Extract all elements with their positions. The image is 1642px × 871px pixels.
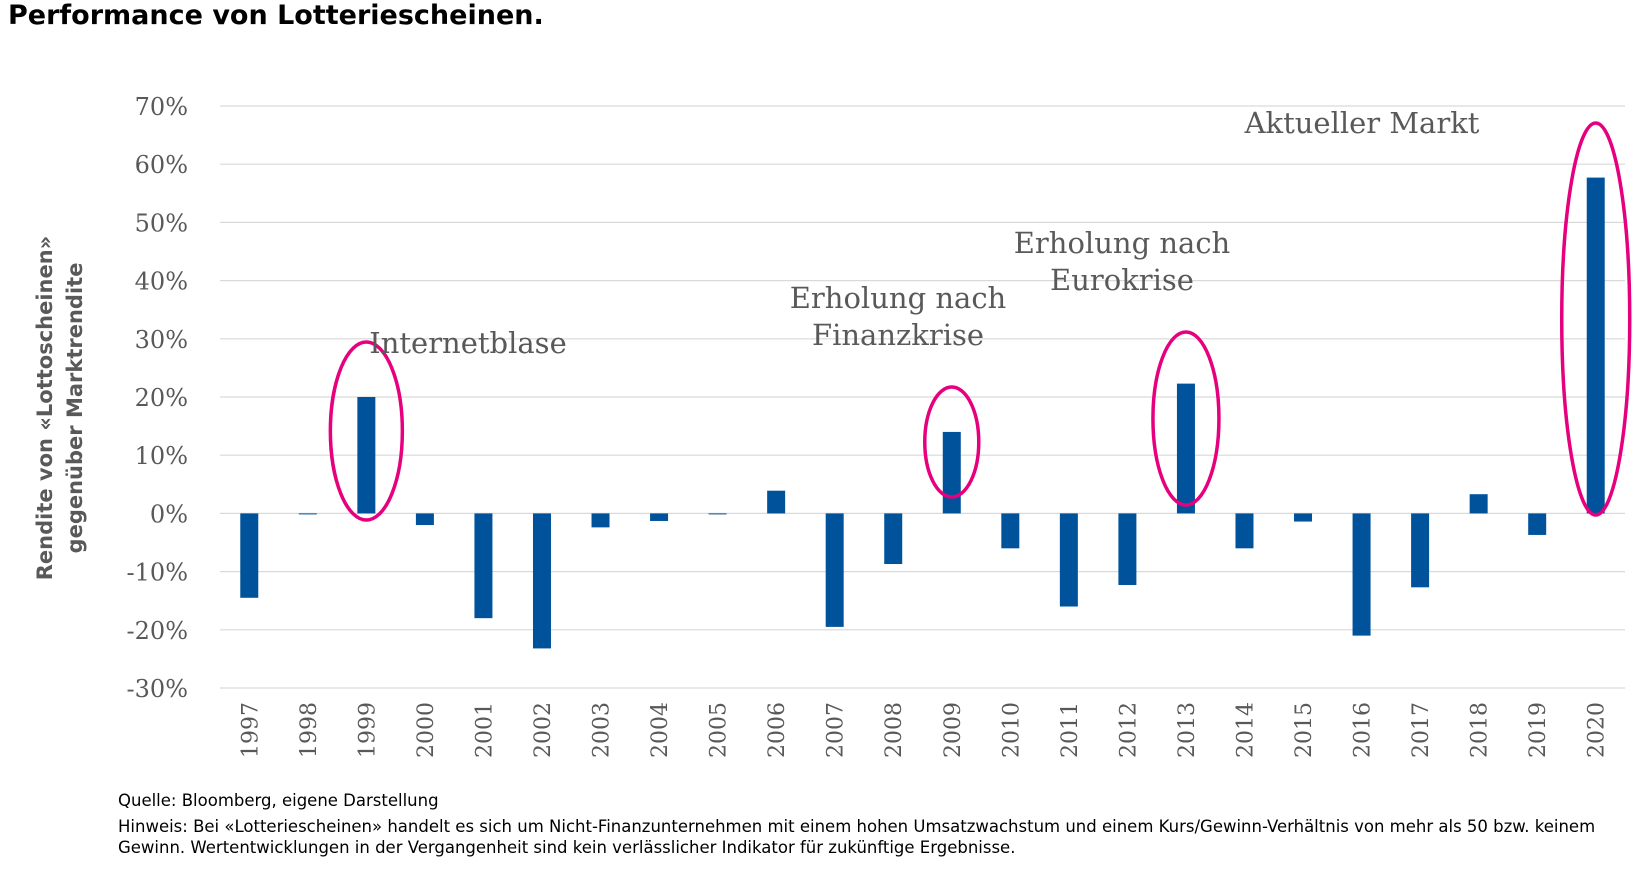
x-tick-label: 2005 bbox=[707, 702, 732, 758]
source-note: Quelle: Bloomberg, eigene Darstellung bbox=[118, 791, 439, 810]
x-tick-label: 2018 bbox=[1468, 702, 1493, 758]
bar-2000 bbox=[415, 513, 434, 526]
chart-title: Performance von Lotteriescheinen. bbox=[8, 0, 544, 31]
x-tick-label: 2003 bbox=[590, 702, 615, 758]
bar-2011 bbox=[1059, 513, 1078, 607]
bar-1999 bbox=[357, 397, 376, 514]
bar-1998 bbox=[298, 513, 317, 515]
x-tick-label: 2017 bbox=[1409, 702, 1434, 758]
bar-2005 bbox=[708, 513, 727, 515]
bar-2017 bbox=[1411, 513, 1430, 588]
annotation-1999: Internetblase bbox=[369, 326, 566, 360]
x-tick-label: 2007 bbox=[824, 702, 849, 758]
annotation-2013: Erholung nach bbox=[1014, 226, 1230, 260]
bar-2019 bbox=[1528, 513, 1547, 535]
x-tick-label: 2009 bbox=[941, 702, 966, 758]
x-tick-label: 2020 bbox=[1585, 702, 1610, 758]
highlight-ellipse-2013 bbox=[1151, 330, 1221, 507]
x-tick-label: 2006 bbox=[765, 702, 790, 758]
y-axis-label-line1: Rendite von «Lottoscheinen» bbox=[33, 236, 57, 581]
bar-2003 bbox=[591, 513, 610, 528]
bar-1997 bbox=[240, 513, 259, 598]
bar-2020 bbox=[1586, 177, 1605, 514]
x-tick-label: 2004 bbox=[648, 702, 673, 758]
x-tick-label: 2012 bbox=[1116, 702, 1141, 758]
y-tick-label: 10% bbox=[135, 442, 188, 470]
bar-2018 bbox=[1469, 494, 1488, 514]
bar-2007 bbox=[825, 513, 844, 627]
bar-2012 bbox=[1118, 513, 1137, 585]
x-tick-label: 1998 bbox=[297, 702, 322, 758]
x-tick-label: 2013 bbox=[1175, 702, 1200, 758]
x-tick-label: 2014 bbox=[1233, 702, 1258, 758]
annotation-2009: Erholung nach bbox=[790, 281, 1006, 315]
x-tick-label: 2019 bbox=[1526, 702, 1551, 758]
highlight-ellipse-2020 bbox=[1559, 121, 1632, 517]
x-tick-label: 2008 bbox=[882, 702, 907, 758]
x-tick-label: 2000 bbox=[414, 702, 439, 758]
y-tick-label: 50% bbox=[135, 209, 188, 237]
annotation-2009: Finanzkrise bbox=[812, 318, 984, 352]
highlight-ellipse-1999 bbox=[328, 340, 405, 522]
x-tick-label: 2016 bbox=[1351, 702, 1376, 758]
y-tick-label: -10% bbox=[127, 559, 188, 587]
annotation-2013: Eurokrise bbox=[1050, 263, 1194, 297]
disclaimer-note: Hinweis: Bei «Lotteriescheinen» handelt … bbox=[118, 817, 1596, 857]
x-tick-label: 2011 bbox=[1058, 702, 1083, 758]
annotation-2020: Aktueller Markt bbox=[1244, 106, 1480, 140]
bar-chart: 70% 60% 50% 40% 30% 20% 10% 0% -10% -20% -30% 1997… bbox=[33, 93, 1632, 758]
y-tick-label: 60% bbox=[135, 151, 188, 179]
bar-2014 bbox=[1235, 513, 1254, 549]
y-axis-label-line2: gegenüber Marktrendite bbox=[63, 263, 87, 554]
x-tick-label: 2001 bbox=[472, 702, 497, 758]
bar-2013 bbox=[1176, 383, 1195, 514]
y-tick-label: -20% bbox=[127, 617, 188, 645]
y-tick-label: -30% bbox=[127, 675, 188, 703]
y-tick-label: 40% bbox=[135, 268, 188, 296]
x-tick-label: 2015 bbox=[1292, 702, 1317, 758]
bar-2001 bbox=[474, 513, 493, 619]
y-tick-label: 0% bbox=[150, 500, 188, 528]
bar-2008 bbox=[884, 513, 903, 565]
bar-2016 bbox=[1352, 513, 1371, 636]
x-tick-label: 2002 bbox=[531, 702, 556, 758]
x-tick-label: 1997 bbox=[238, 702, 263, 758]
y-tick-label: 20% bbox=[135, 384, 188, 412]
bar-2006 bbox=[767, 490, 786, 514]
bar-2009 bbox=[942, 431, 961, 514]
y-tick-label: 70% bbox=[135, 93, 188, 121]
y-tick-label: 30% bbox=[135, 326, 188, 354]
bar-2002 bbox=[532, 513, 551, 649]
bar-2004 bbox=[650, 513, 669, 521]
bar-2015 bbox=[1294, 513, 1313, 522]
bar-2010 bbox=[1001, 513, 1020, 549]
x-tick-label: 2010 bbox=[999, 702, 1024, 758]
x-tick-label: 1999 bbox=[355, 702, 380, 758]
highlight-ellipse-2009 bbox=[923, 385, 981, 499]
